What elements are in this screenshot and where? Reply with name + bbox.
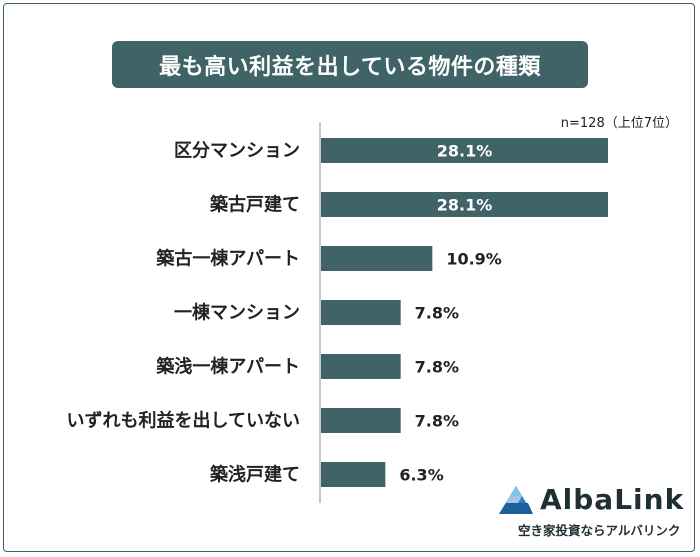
category-label: 一棟マンション [174, 302, 300, 324]
brand-name: AlbaLink [540, 483, 685, 516]
category-label: いずれも利益を出していない [67, 410, 300, 432]
sample-note: n=128（上位7位） [560, 116, 678, 131]
value-label: 10.9% [446, 250, 502, 269]
category-label: 築古一棟アパート [155, 248, 300, 270]
albalink-logo-icon [499, 486, 533, 514]
category-label: 区分マンション [174, 141, 300, 162]
bar-3 [321, 300, 401, 325]
bar-5 [321, 408, 401, 433]
chart-title: 最も高い利益を出している物件の種類 [159, 54, 541, 80]
bar-4 [321, 354, 401, 379]
category-label: 築浅戸建て [209, 464, 300, 486]
brand-tagline: 空き家投資ならアルバリンク [518, 523, 681, 538]
value-label: 6.3% [399, 466, 443, 485]
bar-0 [321, 138, 608, 163]
category-label: 築浅一棟アパート [155, 356, 300, 378]
bar-6 [321, 462, 386, 487]
value-label: 7.8% [415, 358, 459, 377]
category-label: 築古戸建て [209, 194, 300, 216]
bar-1 [321, 192, 608, 217]
brand-logo: AlbaLink 空き家投資ならアルバリンク [498, 483, 683, 543]
value-label: 28.1% [437, 142, 493, 161]
value-label: 7.8% [415, 304, 459, 323]
value-label: 7.8% [415, 412, 459, 431]
bar-2 [321, 246, 433, 271]
title-banner: 最も高い利益を出している物件の種類 [112, 41, 588, 88]
chart-frame [3, 3, 695, 552]
value-label: 28.1% [437, 196, 493, 215]
